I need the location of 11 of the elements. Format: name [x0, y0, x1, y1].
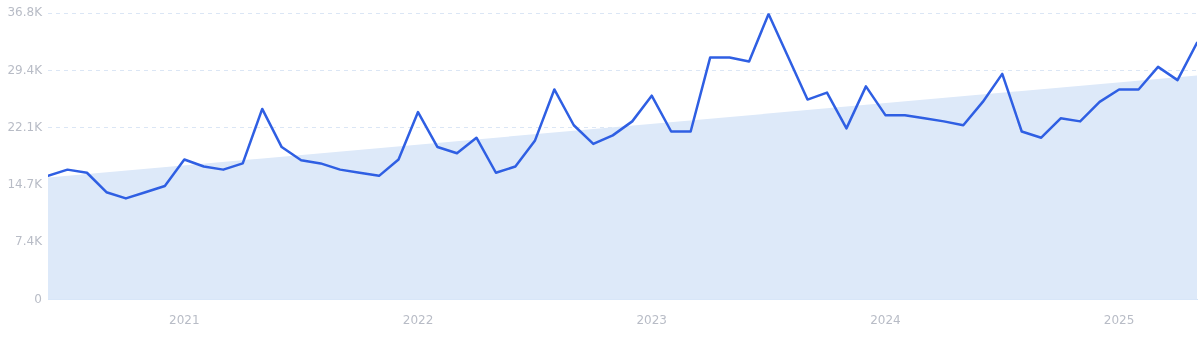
y-tick-label: 14.7K: [7, 177, 44, 192]
x-tick-label: 2022: [402, 312, 434, 327]
x-tick-label: 2021: [169, 312, 200, 327]
x-tick-label: 2024: [870, 312, 901, 327]
y-tick-label: 0: [34, 291, 42, 306]
y-tick-label: 36.8K: [7, 5, 44, 20]
y-tick-label: 22.1K: [7, 119, 44, 134]
y-tick-label: 7.4K: [15, 234, 44, 249]
y-tick-label: 29.4K: [7, 62, 44, 77]
x-tick-label: 2025: [1103, 312, 1135, 327]
x-tick-label: 2023: [636, 312, 667, 327]
